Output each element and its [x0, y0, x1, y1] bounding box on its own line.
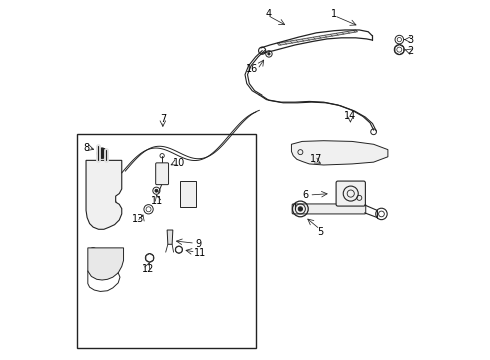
Circle shape	[298, 207, 302, 211]
Text: 2: 2	[407, 46, 413, 56]
Text: 3: 3	[407, 35, 413, 45]
Text: 13: 13	[132, 214, 144, 224]
Text: 8: 8	[83, 143, 89, 153]
Circle shape	[155, 189, 158, 192]
FancyBboxPatch shape	[156, 163, 169, 185]
FancyBboxPatch shape	[336, 181, 366, 206]
Text: 6: 6	[303, 190, 309, 200]
Polygon shape	[277, 30, 358, 45]
Text: 15: 15	[185, 195, 197, 204]
Text: 10: 10	[173, 158, 185, 168]
Text: 11: 11	[151, 196, 164, 206]
Text: 7: 7	[160, 113, 166, 123]
Bar	[77, 134, 256, 348]
Text: 1: 1	[331, 9, 338, 19]
Circle shape	[97, 148, 107, 158]
Text: 4: 4	[265, 9, 271, 19]
Text: 14: 14	[344, 111, 357, 121]
Text: 17: 17	[310, 154, 322, 163]
FancyBboxPatch shape	[292, 204, 366, 214]
Polygon shape	[167, 230, 173, 244]
Text: 9: 9	[196, 239, 201, 249]
Circle shape	[268, 53, 270, 55]
Text: 11: 11	[194, 248, 206, 258]
Polygon shape	[86, 160, 122, 229]
Text: 12: 12	[142, 264, 154, 274]
Text: 5: 5	[317, 227, 323, 237]
FancyBboxPatch shape	[180, 181, 196, 207]
Polygon shape	[292, 141, 388, 165]
Text: 16: 16	[246, 64, 258, 74]
Polygon shape	[88, 248, 123, 280]
